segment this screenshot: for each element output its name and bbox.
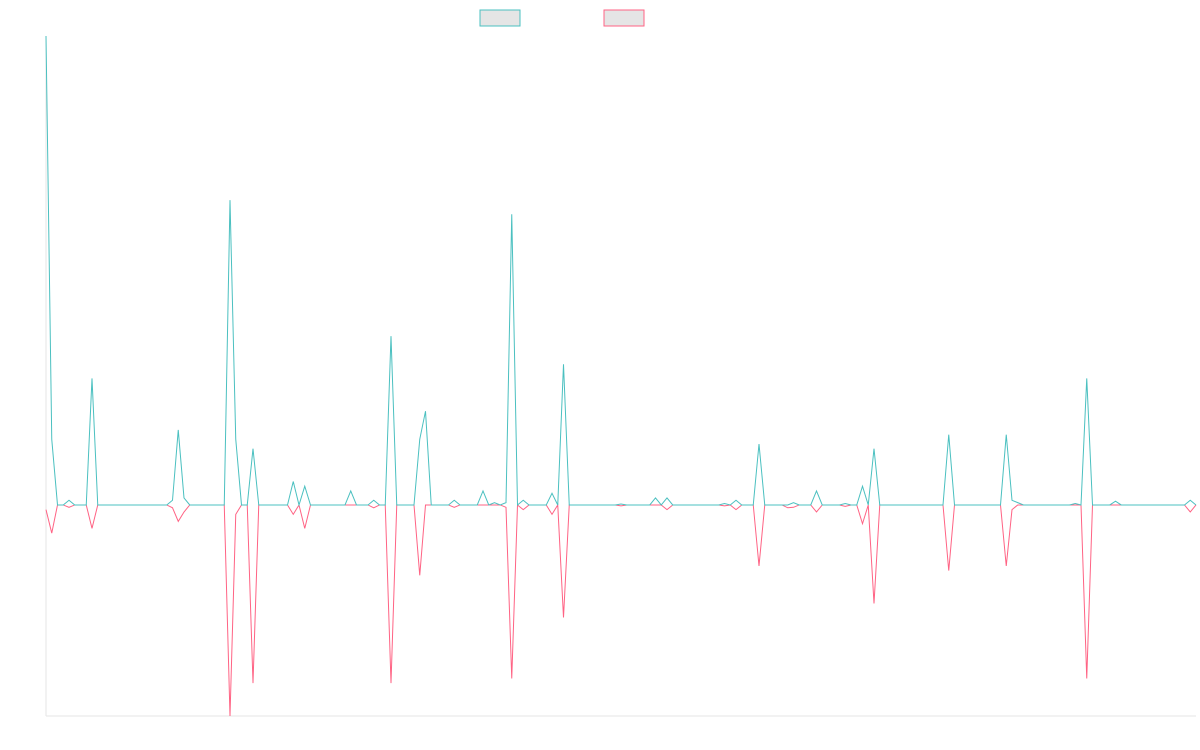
legend-marker — [479, 9, 521, 27]
series-line — [45, 503, 1197, 717]
legend-marker — [603, 9, 645, 27]
series-line — [45, 35, 1197, 507]
